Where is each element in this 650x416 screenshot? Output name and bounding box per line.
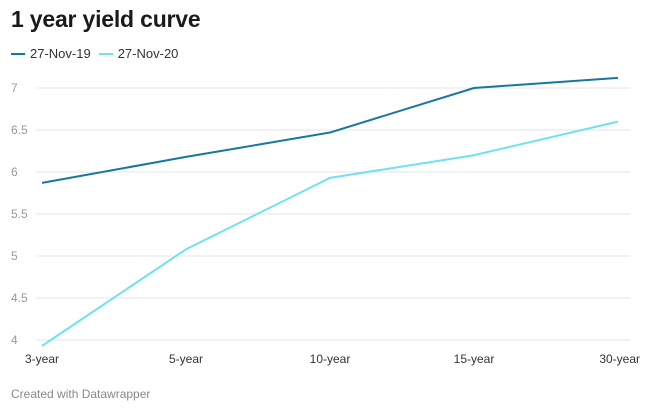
- series-line-1: [41, 76, 619, 184]
- footer-credit: Created with Datawrapper: [11, 387, 151, 401]
- chart-title: 1 year yield curve: [11, 6, 201, 32]
- x-tick-label-0: 3-year: [25, 352, 59, 366]
- legend-swatch-series-2: [98, 52, 113, 55]
- x-tick-label-1: 5-year: [169, 352, 203, 366]
- series-line-2: [41, 120, 619, 347]
- y-tick-label-4: 6: [11, 165, 18, 179]
- legend: 27-Nov-19 27-Nov-20: [11, 46, 186, 61]
- y-tick-label-5: 6.5: [11, 123, 28, 137]
- legend-label-series-2: 27-Nov-20: [117, 46, 179, 61]
- legend-label-series-1: 27-Nov-19: [30, 46, 91, 61]
- x-tick-label-4: 30-year: [599, 352, 640, 366]
- y-tick-label-3: 5.5: [11, 207, 28, 221]
- y-tick-label-0: 4: [11, 333, 18, 347]
- y-tick-label-6: 7: [11, 81, 18, 95]
- legend-swatch-series-1: [11, 52, 25, 55]
- x-tick-label-3: 15-year: [454, 352, 495, 366]
- legend-item-series-2: 27-Nov-20: [98, 46, 179, 61]
- y-tick-label-1: 4.5: [11, 291, 28, 305]
- x-tick-label-2: 10-year: [310, 352, 351, 366]
- y-tick-label-2: 5: [11, 249, 18, 263]
- legend-item-series-1: 27-Nov-19: [11, 46, 91, 61]
